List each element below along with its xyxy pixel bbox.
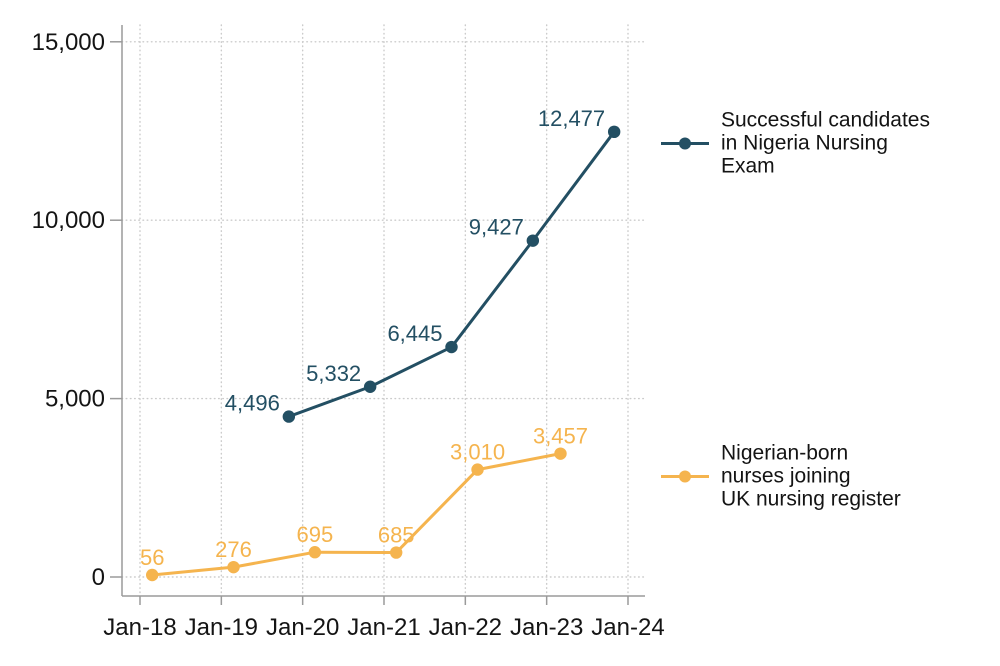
data-point-label: 695 [297,522,334,547]
y-tick-label: 15,000 [32,29,105,56]
data-point [389,546,403,559]
legend-label-nigeria-exam: Successful candidates in Nigeria Nursing… [721,109,930,178]
legend-label-line: Successful candidates [721,108,930,132]
data-point-label: 6,445 [387,321,442,346]
legend-swatch-nigeria-exam [661,137,709,149]
x-tick-label: Jan-18 [103,614,176,641]
y-tick-label: 5,000 [45,386,105,413]
data-point-label: 5,332 [306,361,361,386]
legend-label-uk-register: Nigerian-born nurses joining UK nursing … [721,442,901,511]
legend-dot-icon [679,137,691,149]
data-point-label: 3,010 [450,440,505,465]
legend-label-line: Nigerian-born [721,441,849,465]
data-point [554,447,567,460]
data-point [282,410,296,423]
data-point [363,380,377,393]
data-point [471,463,484,476]
data-point [145,568,159,582]
legend-swatch-uk-register [661,470,709,482]
data-point-label: 276 [215,537,252,562]
legend-label-line: nurses joining [721,464,851,488]
x-tick-label: Jan-23 [510,614,583,641]
data-point-label: 685 [378,523,415,548]
data-point [227,560,240,574]
data-point [607,125,621,139]
legend-dot-icon [679,470,691,482]
data-point-label: 12,477 [538,106,605,131]
legend-item-uk-register: Nigerian-born nurses joining UK nursing … [661,442,901,511]
x-tick-label: Jan-21 [347,614,420,641]
legend-item-nigeria-exam: Successful candidates in Nigeria Nursing… [661,109,930,178]
data-point-label: 4,496 [225,391,280,416]
data-point [526,234,540,247]
data-point-label: 9,427 [469,215,524,240]
series-line [150,452,562,577]
legend-label-line: in Nigeria Nursing [721,131,888,155]
legend-label-line: UK nursing register [721,487,901,511]
data-point [308,546,322,559]
data-point [445,340,458,354]
x-tick-label: Jan-24 [591,614,664,641]
y-tick-label: 10,000 [32,207,105,234]
x-tick-label: Jan-19 [185,614,258,641]
data-point-label: 56 [140,545,164,570]
x-tick-label: Jan-22 [429,614,502,641]
x-tick-label: Jan-20 [266,614,339,641]
data-point-label: 3,457 [533,424,588,449]
y-tick-label: 0 [92,564,105,591]
legend-label-line: Exam [721,154,775,178]
